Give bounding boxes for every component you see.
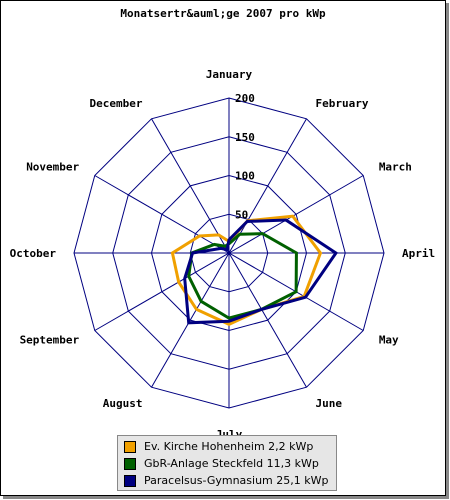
series-line-3 bbox=[183, 218, 339, 325]
tick-labels: 50 100 150 200 bbox=[235, 92, 255, 221]
axis-label-august: August bbox=[103, 397, 143, 410]
axis-label-december: December bbox=[90, 97, 143, 110]
spoke-june bbox=[228, 252, 307, 388]
axis-label-june: June bbox=[316, 397, 343, 410]
axis-labels: JanuaryFebruaryMarchAprilMayJuneJulyAugu… bbox=[10, 68, 435, 441]
axis-label-may: May bbox=[379, 334, 399, 347]
legend-item-series-2: GbR-Anlage Steckfeld 11,3 kWp bbox=[124, 455, 330, 472]
legend-swatch-series-2 bbox=[124, 457, 136, 470]
legend-item-series-1: Ev. Kirche Hohenheim 2,2 kWp bbox=[124, 438, 330, 455]
tick-label-100: 100 bbox=[235, 170, 255, 183]
legend: Ev. Kirche Hohenheim 2,2 kWp GbR-Anlage … bbox=[117, 435, 337, 491]
legend-label-series-3: Paracelsus-Gymnasium 25,1 kWp bbox=[144, 474, 329, 487]
spoke-february bbox=[228, 118, 307, 254]
tick-label-50: 50 bbox=[235, 208, 248, 221]
legend-label-series-1: Ev. Kirche Hohenheim 2,2 kWp bbox=[144, 440, 314, 453]
legend-swatch-series-3 bbox=[124, 474, 136, 487]
axis-label-february: February bbox=[316, 97, 369, 110]
legend-swatch-series-1 bbox=[124, 440, 136, 453]
axis-label-april: April bbox=[402, 247, 435, 260]
spoke-march bbox=[228, 175, 364, 254]
tick-label-200: 200 bbox=[235, 92, 255, 105]
axis-label-october: October bbox=[10, 247, 57, 260]
spoke-december bbox=[151, 118, 230, 254]
series-line-2 bbox=[187, 232, 298, 320]
axis-label-march: March bbox=[379, 161, 412, 174]
legend-item-series-3: Paracelsus-Gymnasium 25,1 kWp bbox=[124, 472, 330, 489]
spoke-august bbox=[151, 252, 230, 388]
axis-label-november: November bbox=[26, 161, 79, 174]
chart-title: Monatsertr&auml;ge 2007 pro kWp bbox=[120, 7, 326, 20]
legend-label-series-2: GbR-Anlage Steckfeld 11,3 kWp bbox=[144, 457, 319, 470]
axis-label-january: January bbox=[206, 68, 253, 81]
tick-label-150: 150 bbox=[235, 131, 255, 144]
spoke-september bbox=[94, 252, 230, 331]
spoke-november bbox=[94, 175, 230, 254]
series-line-1 bbox=[170, 214, 323, 326]
axis-label-september: September bbox=[20, 334, 80, 347]
series-layer bbox=[170, 214, 339, 326]
radar-chart: Monatsertr&auml;ge 2007 pro kWp 50 100 150… bbox=[10, 7, 435, 441]
grid bbox=[73, 97, 385, 409]
